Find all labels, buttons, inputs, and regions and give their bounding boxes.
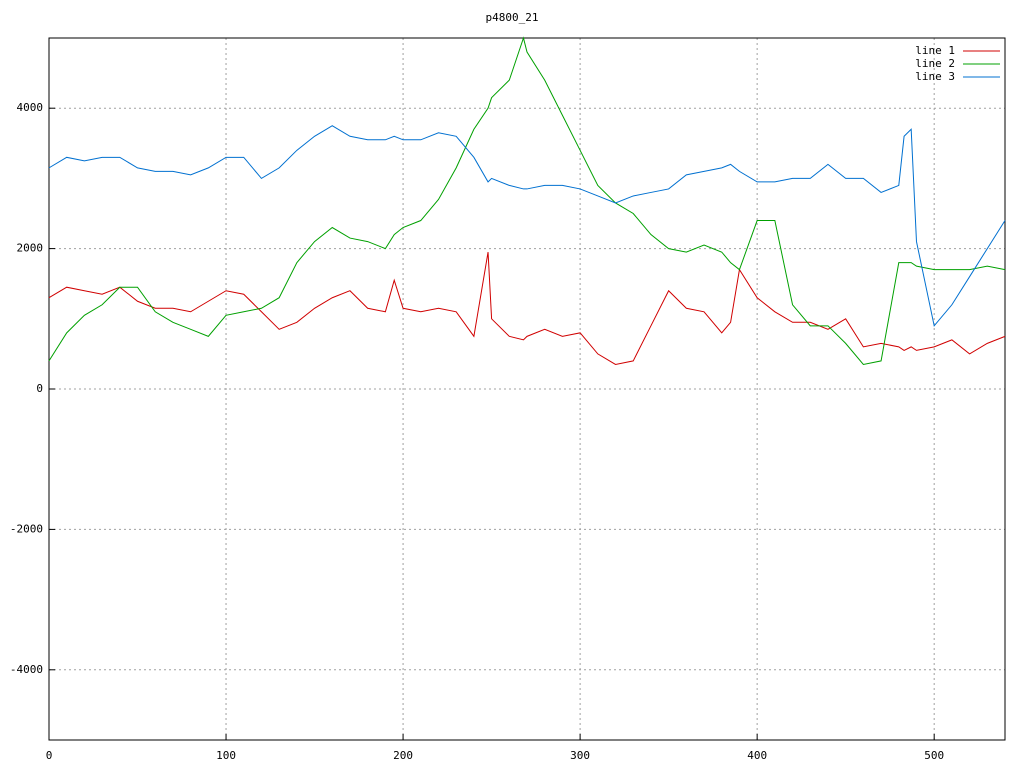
- series-line: [48, 125, 1006, 327]
- y-tick-label: 4000: [17, 101, 44, 114]
- y-tick-label: -2000: [10, 522, 43, 535]
- y-tick-label: -4000: [10, 663, 43, 676]
- y-tick-label: 2000: [17, 242, 44, 255]
- x-tick-label: 500: [924, 749, 944, 762]
- x-tick-label: 0: [46, 749, 53, 762]
- plot-border: [48, 37, 1006, 741]
- x-tick-label: 100: [216, 749, 236, 762]
- legend-label: line 1: [915, 44, 955, 57]
- legend-label: line 2: [915, 57, 955, 70]
- legend-label: line 3: [915, 70, 955, 83]
- chart-title: p4800_21: [486, 11, 539, 24]
- series-line: [48, 36, 1006, 365]
- y-tick-label: 0: [36, 382, 43, 395]
- x-tick-label: 400: [747, 749, 767, 762]
- series-line: [48, 252, 1006, 365]
- x-tick-label: 300: [570, 749, 590, 762]
- x-tick-label: 200: [393, 749, 413, 762]
